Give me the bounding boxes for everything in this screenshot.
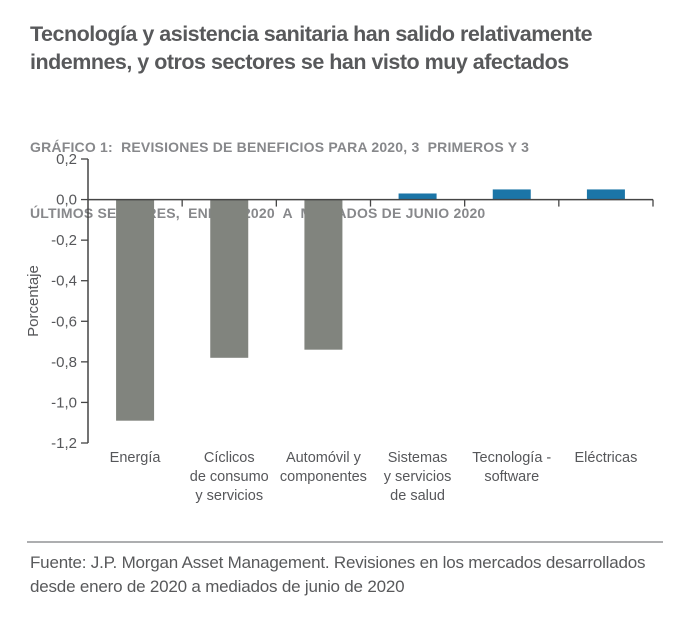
category-label: Sistemas	[388, 450, 448, 466]
category-label: Cíclicos	[204, 450, 255, 466]
chart-caption-line1: GRÁFICO 1: REVISIONES DE BENEFICIOS PARA…	[30, 139, 530, 155]
chart-bar	[586, 189, 625, 200]
y-axis-title: Porcentaje	[25, 265, 42, 337]
footer-divider	[27, 541, 663, 543]
category-label: y servicios	[195, 488, 263, 504]
category-label: de consumo	[190, 469, 269, 485]
source-note-line2: desde enero de 2020 a mediados de junio …	[30, 577, 405, 596]
y-tick-label: -1,2	[51, 435, 77, 452]
y-tick-label: 0,0	[56, 192, 77, 209]
category-label: Eléctricas	[574, 450, 637, 466]
category-label: Automóvil y	[286, 450, 362, 466]
category-label: de salud	[390, 488, 445, 504]
chart-bar	[492, 189, 531, 200]
category-label: Energía	[110, 450, 162, 466]
y-tick-label: -0,4	[51, 273, 77, 290]
y-tick-label: 0,2	[56, 151, 77, 168]
category-label: software	[484, 469, 539, 485]
y-tick-label: -1,0	[51, 394, 77, 411]
category-label: Tecnología -	[472, 450, 551, 466]
y-tick-label: -0,2	[51, 232, 77, 249]
chart-bar	[116, 199, 155, 421]
chart-bar	[398, 193, 437, 200]
chart-bar	[304, 199, 343, 350]
figure-title-line1: Tecnología y asistencia sanitaria han sa…	[30, 22, 593, 46]
chart-bar	[210, 199, 249, 358]
y-tick-label: -0,8	[51, 354, 77, 371]
source-note: Fuente: J.P. Morgan Asset Management. Re…	[30, 551, 680, 599]
source-note-line1: Fuente: J.P. Morgan Asset Management. Re…	[30, 553, 646, 572]
category-label: componentes	[280, 469, 367, 485]
figure-title-line2: indemnes, y otros sectores se han visto …	[30, 50, 569, 74]
y-tick-label: -0,6	[51, 313, 77, 330]
figure-title: Tecnología y asistencia sanitaria han sa…	[30, 20, 670, 76]
category-label: y servicios	[384, 469, 452, 485]
bar-chart: 0,2 0,0 -0,2 -0,4 -0,6 -0,8 -1,0 -1,2 Energía Cíc…	[25, 151, 654, 504]
